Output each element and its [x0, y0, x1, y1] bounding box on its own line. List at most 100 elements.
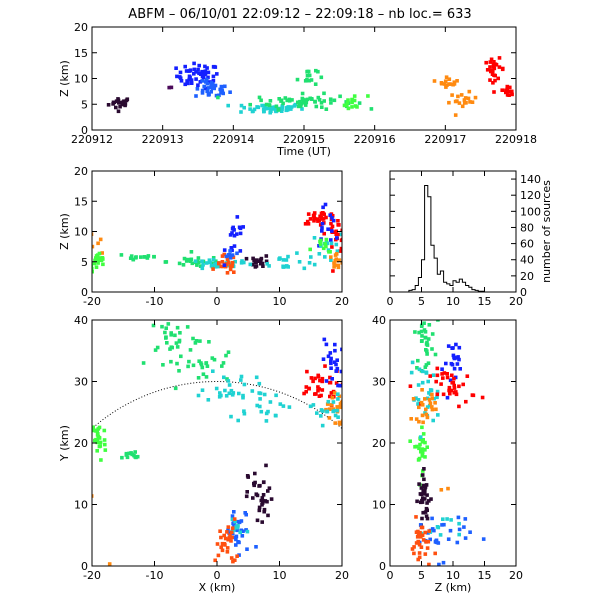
plan-view-xtick-label: 10 — [273, 569, 287, 582]
plan-view-point — [336, 383, 340, 388]
x-height-point — [309, 255, 313, 259]
time-height-point — [300, 107, 304, 111]
plan-view-frame — [91, 319, 343, 567]
x-height-point — [332, 261, 336, 265]
plan-view-point — [95, 440, 100, 445]
z-y-point — [448, 391, 452, 396]
x-height-point — [142, 255, 147, 259]
plan-view-point — [329, 356, 333, 361]
plan-view-point — [324, 379, 329, 383]
plan-view-point — [344, 413, 348, 417]
z-y-point — [432, 396, 436, 401]
x-height-point — [336, 223, 340, 227]
plan-view-point — [345, 382, 349, 386]
time-height-point — [338, 94, 342, 99]
plan-view-point — [245, 474, 250, 478]
plan-view-point — [260, 503, 264, 507]
plan-view-point — [214, 386, 219, 391]
z-y-point — [420, 380, 425, 385]
time-height-point — [209, 90, 213, 94]
x-height-point — [185, 257, 190, 262]
plan-view-point — [260, 520, 264, 524]
z-y-point — [421, 538, 426, 542]
x-height-point — [215, 261, 219, 266]
plan-view-point — [213, 558, 217, 563]
plan-view-point — [231, 559, 235, 564]
time-height-point — [175, 74, 179, 79]
z-y-point — [429, 497, 433, 501]
x-height-point — [318, 242, 323, 246]
z-y-point — [427, 391, 431, 395]
z-y-point — [424, 407, 428, 412]
z-y-point — [463, 517, 468, 521]
plan-view-point — [220, 541, 225, 546]
time-height-point — [269, 109, 273, 113]
z-y-point — [444, 361, 448, 366]
time-height-point — [192, 72, 196, 76]
plan-view-point — [141, 361, 146, 365]
plan-view-point — [196, 393, 201, 398]
z-y-point — [419, 329, 424, 334]
x-height-point — [209, 264, 214, 268]
time-height-point — [447, 100, 451, 105]
time-height-point — [432, 79, 437, 83]
histogram-bin — [437, 274, 440, 292]
plan-view-point — [328, 394, 332, 399]
x-height-point — [330, 224, 335, 229]
x-height-point — [265, 262, 269, 266]
z-y-point — [408, 384, 413, 388]
time-height-point — [280, 107, 284, 111]
z-y-point — [420, 425, 424, 430]
x-height-point — [119, 253, 124, 257]
x-height-point — [238, 231, 243, 236]
z-y-point — [442, 522, 446, 527]
time-height-point — [213, 83, 218, 88]
z-y-point — [446, 537, 451, 541]
x-height-point — [251, 256, 255, 261]
time-height-point — [473, 95, 478, 100]
x-height-point — [256, 259, 260, 263]
time-height-point — [305, 78, 309, 82]
plan-view-point — [239, 378, 243, 382]
z-y-point — [442, 371, 447, 375]
x-height-point — [228, 262, 233, 266]
plan-view-point — [274, 393, 278, 398]
plan-view-point — [257, 391, 261, 395]
plan-view-point — [269, 497, 274, 501]
plan-view-point — [204, 375, 209, 379]
time-height-point — [267, 103, 272, 108]
range-ring — [92, 380, 342, 430]
z-y-point — [465, 374, 470, 378]
z-y-point — [421, 469, 425, 473]
plan-view-point — [227, 383, 232, 387]
plan-view-point — [191, 363, 196, 368]
x-height-point — [242, 260, 246, 265]
time-height-point — [201, 75, 206, 80]
plan-view-point — [153, 348, 158, 352]
z-y-point — [422, 492, 427, 496]
z-y-point — [435, 525, 440, 529]
time-height-point — [174, 66, 178, 70]
plan-view-point — [320, 423, 325, 428]
z-y-point — [427, 499, 431, 503]
plan-view-point — [252, 483, 256, 488]
histogram-bin — [434, 258, 437, 292]
z-y-point — [452, 383, 456, 388]
z-y-point — [419, 339, 424, 343]
time-height-point — [122, 99, 126, 103]
x-height-point — [277, 257, 281, 261]
histogram-marks — [390, 185, 516, 292]
z-y-point — [421, 496, 425, 500]
z-y-point — [416, 458, 421, 462]
x-height-point — [339, 246, 342, 251]
time-height-point — [287, 106, 292, 110]
z-y-point — [416, 383, 421, 387]
z-y-point — [423, 440, 427, 445]
time-height-point — [285, 98, 289, 103]
time-height-point — [265, 106, 270, 111]
z-y-point — [455, 362, 460, 366]
plan-view-point — [326, 399, 331, 404]
plan-view-point — [333, 421, 337, 425]
x-height-point — [306, 222, 311, 226]
z-y-point — [418, 442, 422, 447]
